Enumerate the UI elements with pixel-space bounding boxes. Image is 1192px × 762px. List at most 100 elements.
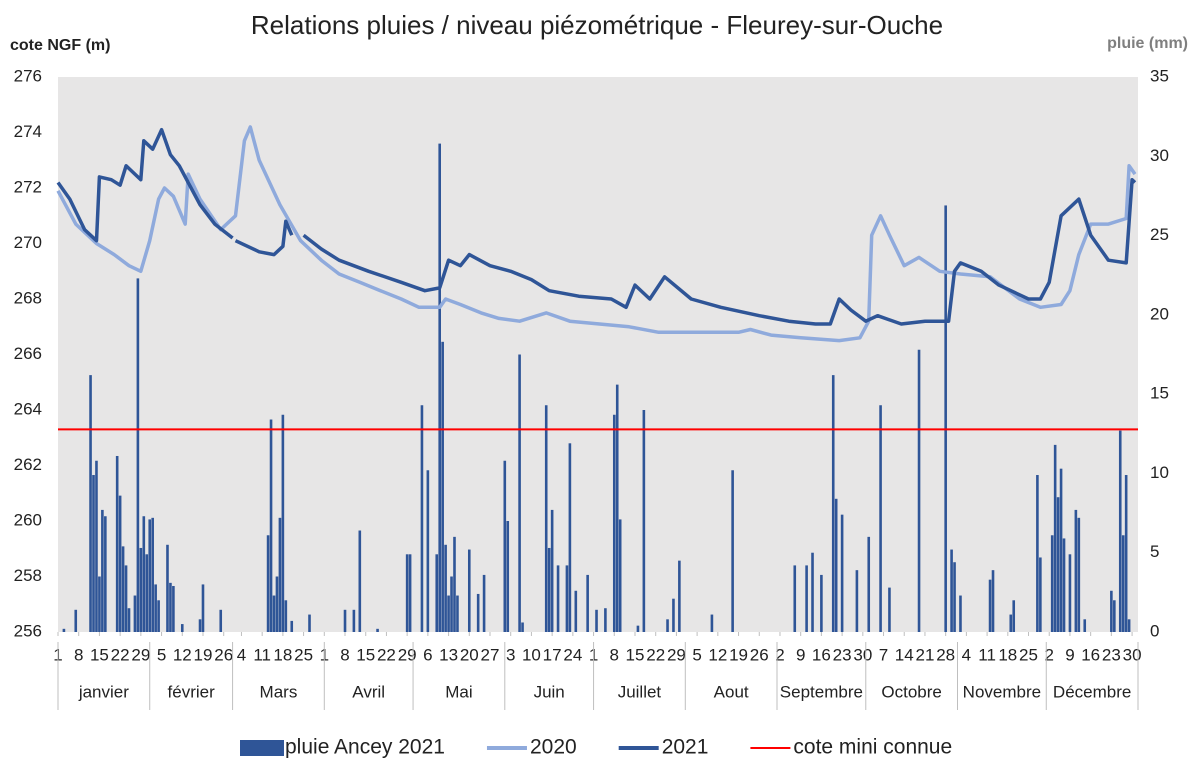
rain-bar bbox=[352, 609, 356, 632]
month-label: Juin bbox=[534, 682, 565, 701]
x-tick-label: 20 bbox=[460, 645, 479, 664]
y2-tick-label: 20 bbox=[1150, 304, 1169, 323]
y-tick-label: 258 bbox=[14, 566, 42, 585]
rain-bar bbox=[269, 419, 273, 632]
x-tick-label: 16 bbox=[812, 645, 831, 664]
rain-bar bbox=[408, 554, 412, 632]
x-tick-label: 27 bbox=[481, 645, 500, 664]
rain-bar bbox=[405, 554, 409, 632]
rain-bar bbox=[447, 595, 450, 632]
rain-bar bbox=[544, 405, 548, 632]
rain-bar bbox=[831, 375, 835, 632]
x-tick-label: 5 bbox=[157, 645, 166, 664]
rain-bar bbox=[1062, 538, 1066, 632]
rain-bar bbox=[867, 536, 871, 632]
rain-bar bbox=[991, 570, 995, 632]
rain-bar bbox=[1113, 600, 1116, 632]
rain-bar bbox=[574, 590, 578, 632]
rain-bar bbox=[169, 582, 172, 632]
rain-bar bbox=[456, 595, 459, 632]
x-tick-label: 26 bbox=[750, 645, 769, 664]
rain-bar bbox=[426, 470, 430, 632]
rain-bar bbox=[618, 519, 622, 632]
rain-bar bbox=[98, 576, 101, 632]
rain-bar bbox=[166, 544, 169, 632]
x-tick-label: 19 bbox=[729, 645, 748, 664]
rain-bar bbox=[151, 517, 154, 632]
rain-bar bbox=[450, 576, 453, 632]
y2-tick-label: 0 bbox=[1150, 621, 1159, 640]
rain-bar bbox=[441, 341, 444, 632]
rain-bar bbox=[284, 600, 288, 632]
x-tick-label: 25 bbox=[294, 645, 313, 664]
rain-bar bbox=[139, 547, 143, 632]
y-tick-label: 256 bbox=[14, 621, 42, 640]
x-tick-label: 23 bbox=[833, 645, 852, 664]
rain-bar bbox=[595, 609, 598, 632]
rain-bar bbox=[1039, 557, 1042, 632]
rain-bar bbox=[642, 410, 646, 632]
y-tick-label: 270 bbox=[14, 233, 42, 252]
rain-bar bbox=[476, 593, 480, 632]
rain-bar bbox=[811, 552, 814, 632]
x-tick-label: 22 bbox=[646, 645, 665, 664]
rain-bar bbox=[198, 619, 202, 632]
rain-bar bbox=[1050, 535, 1054, 632]
y2-tick-label: 10 bbox=[1150, 463, 1169, 482]
rain-bar bbox=[917, 349, 921, 632]
x-tick-label: 4 bbox=[962, 645, 971, 664]
rain-bar bbox=[343, 609, 347, 632]
x-tick-label: 14 bbox=[895, 645, 914, 664]
rain-bar bbox=[136, 278, 140, 632]
x-tick-label: 18 bbox=[998, 645, 1017, 664]
rain-bar bbox=[944, 205, 947, 632]
rain-bar bbox=[444, 544, 447, 632]
legend-label: 2021 bbox=[662, 736, 709, 759]
rain-bar bbox=[278, 517, 282, 632]
y-tick-label: 276 bbox=[14, 66, 42, 85]
x-tick-label: 15 bbox=[356, 645, 375, 664]
x-tick-label: 4 bbox=[237, 645, 246, 664]
rain-bar bbox=[145, 554, 149, 632]
month-label: Novembre bbox=[963, 682, 1041, 701]
rain-bar bbox=[1056, 497, 1060, 632]
x-tick-label: 29 bbox=[398, 645, 417, 664]
x-tick-label: 12 bbox=[708, 645, 727, 664]
rain-bar bbox=[133, 595, 137, 632]
x-tick-label: 29 bbox=[667, 645, 686, 664]
rain-bar bbox=[172, 586, 175, 632]
rain-bar bbox=[1074, 509, 1078, 632]
rain-bar bbox=[855, 570, 859, 632]
x-tick-label: 9 bbox=[796, 645, 805, 664]
rain-bar bbox=[953, 562, 956, 632]
rain-bar bbox=[482, 574, 486, 632]
rain-bar bbox=[358, 530, 362, 632]
rain-bar bbox=[805, 565, 808, 632]
x-tick-label: 13 bbox=[439, 645, 458, 664]
rain-bar bbox=[104, 516, 107, 632]
rain-bar bbox=[950, 549, 953, 632]
rain-bar bbox=[586, 574, 589, 632]
rain-bar bbox=[290, 620, 294, 632]
rain-bar bbox=[219, 609, 223, 632]
x-tick-label: 22 bbox=[377, 645, 396, 664]
rain-bar bbox=[148, 519, 152, 632]
month-label: Avril bbox=[352, 682, 385, 701]
rain-bar bbox=[1009, 614, 1013, 632]
x-tick-label: 15 bbox=[90, 645, 109, 664]
chart-title: Relations pluies / niveau piézométrique … bbox=[251, 10, 943, 40]
legend-swatch bbox=[240, 740, 284, 756]
x-tick-label: 3 bbox=[506, 645, 515, 664]
rain-bar bbox=[556, 565, 560, 632]
rain-bar bbox=[604, 608, 607, 632]
rain-bar bbox=[92, 475, 95, 632]
month-label: Aout bbox=[714, 682, 749, 701]
level-line bbox=[56, 125, 1137, 343]
level-line bbox=[56, 127, 1137, 326]
plot-area bbox=[58, 77, 1138, 632]
x-tick-label: 5 bbox=[692, 645, 701, 664]
y-tick-label: 272 bbox=[14, 177, 42, 196]
month-label: Septembre bbox=[780, 682, 863, 701]
rain-bar bbox=[1127, 619, 1131, 632]
rain-bar bbox=[154, 584, 157, 632]
